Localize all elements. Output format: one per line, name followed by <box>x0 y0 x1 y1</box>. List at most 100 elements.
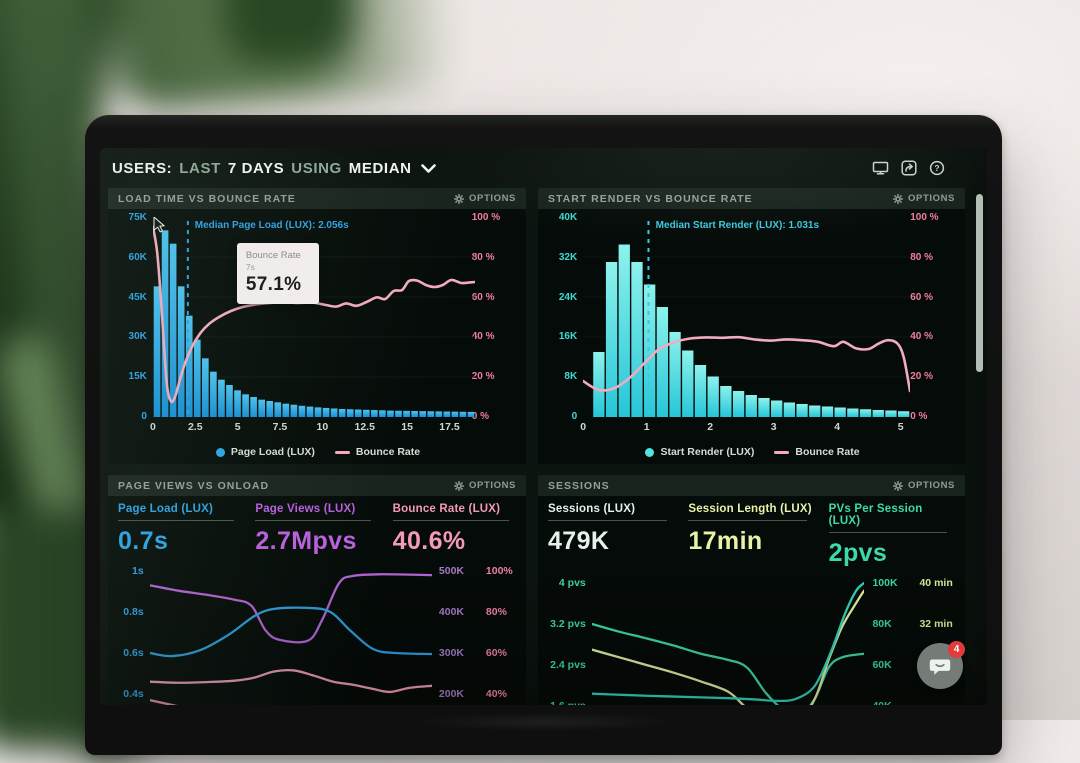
help-icon[interactable]: ? <box>928 160 945 176</box>
tick: 60 % <box>471 291 495 303</box>
chat-widget-button[interactable]: 4 <box>917 641 965 689</box>
metric-label: Page Views (LUX) <box>255 503 356 515</box>
panel-sessions: SESSIONS OPTIONS Sessions (LUX) 479K Ses… <box>538 475 965 705</box>
date-range-selector[interactable]: USERS: LAST 7 DAYS USING MEDIAN <box>112 160 436 177</box>
laptop-screen: USERS: LAST 7 DAYS USING MEDIAN ? <box>100 148 987 705</box>
start-render-chart[interactable]: Median Start Render (LUX): 1.031s 0 1 2 3 4 5 <box>580 217 911 433</box>
xtick: 15 <box>401 421 413 433</box>
tick: 0 <box>141 410 147 422</box>
tick: 80 % <box>471 251 495 263</box>
tick: 40 % <box>910 331 934 343</box>
cursor-icon <box>153 217 165 233</box>
tick: 60 % <box>910 291 934 303</box>
axis-tick: 300K <box>438 647 465 659</box>
panel-title: PAGE VIEWS VS ONLOAD <box>118 479 270 492</box>
chevron-down-icon <box>420 164 436 173</box>
xtick: 1 <box>643 421 650 433</box>
metric-rule <box>828 532 948 533</box>
lg-item: Bounce Rate <box>774 446 860 458</box>
xtick: 12.5 <box>354 421 375 433</box>
metric-rule <box>118 520 234 521</box>
header-range-label: 7 DAYS <box>227 159 285 177</box>
header-median-label: MEDIAN <box>348 159 412 177</box>
right-axis: 100 % 80 % 60 % 40 % 20 % 0 % <box>902 212 959 422</box>
options-button[interactable]: OPTIONS <box>893 480 955 491</box>
xtick: 10 <box>316 421 329 433</box>
tick: 100 % <box>471 212 501 223</box>
metrics-row: Sessions (LUX) 479K Session Length (LUX)… <box>538 496 965 570</box>
lg-label: Start Render (LUX) <box>660 446 755 458</box>
panel-title: LOAD TIME VS BOUNCE RATE <box>118 192 296 205</box>
xtick: 5 <box>234 421 241 433</box>
metric-value: 17min <box>688 527 763 555</box>
gear-icon <box>893 193 904 204</box>
share-icon[interactable] <box>900 160 917 176</box>
tick: 20 % <box>910 371 934 383</box>
right-axis: 500K 100% 400K 80% 300K 60% 200K 40% <box>429 564 520 705</box>
axis-tick: 40K <box>872 700 910 705</box>
options-button[interactable]: OPTIONS <box>893 193 955 204</box>
btick: 0.6s <box>123 647 144 659</box>
btick: 0.4s <box>123 688 144 700</box>
panel-start-render-vs-bounce-rate: START RENDER VS BOUNCE RATE OPTIONS 40K 3… <box>538 188 965 464</box>
lg-label: Bounce Rate <box>355 446 421 458</box>
xtick: 3 <box>770 421 777 433</box>
btick: 2.4 pvs <box>550 659 586 671</box>
page-views-chart[interactable] <box>149 564 432 705</box>
sessions-chart[interactable] <box>591 576 864 705</box>
brow: 40K <box>872 700 919 705</box>
axis-tick: 80% <box>485 606 507 618</box>
brow: 200K 40% <box>439 688 507 700</box>
axis-tick: 100K <box>872 577 898 589</box>
scrollbar[interactable] <box>976 194 983 372</box>
metric-value: 2pvs <box>828 539 888 567</box>
median-label: Median Start Render (LUX): 1.031s <box>655 220 820 231</box>
axis-tick: 80K <box>872 618 892 630</box>
lg-label: Page Load (LUX) <box>230 446 315 458</box>
tick: 100 % <box>910 212 939 223</box>
panel-load-time-vs-bounce-rate: LOAD TIME VS BOUNCE RATE OPTIONS 75K 60K 4… <box>108 188 526 464</box>
btick: 1s <box>131 565 144 577</box>
axis-tick: 200K <box>438 688 465 700</box>
tick: 32K <box>558 251 578 263</box>
xtick: 5 <box>897 421 904 433</box>
metric-label: Sessions (LUX) <box>548 503 636 515</box>
tick: 45K <box>128 291 147 303</box>
gear-icon <box>454 193 465 204</box>
laptop: USERS: LAST 7 DAYS USING MEDIAN ? <box>85 115 1002 755</box>
metric-label: Session Length (LUX) <box>688 503 812 515</box>
tick: 16K <box>558 331 578 343</box>
axis-tick: 40 min <box>919 577 953 589</box>
brow: 100K 40 min <box>872 577 952 589</box>
brow: 500K 100% <box>439 565 513 577</box>
chart-legend: Start Render (LUX) Bounce Rate <box>546 446 959 458</box>
lg-item: Page Load (LUX) <box>215 446 315 458</box>
axis-tick: 100% <box>485 565 513 577</box>
load-time-chart[interactable]: Bounce Rate 7s 57.1% Median Page Load (L… <box>150 217 475 433</box>
display-icon[interactable] <box>872 160 889 176</box>
panel-header: SESSIONS OPTIONS <box>538 475 965 496</box>
options-button[interactable]: OPTIONS <box>454 193 516 204</box>
options-button[interactable]: OPTIONS <box>454 480 516 491</box>
xtick: 4 <box>834 421 841 433</box>
page-views-vs-onload-svg <box>149 573 432 705</box>
metric-session-length: Session Length (LUX) 17min <box>688 503 814 568</box>
panel-header: PAGE VIEWS VS ONLOAD OPTIONS <box>108 475 526 496</box>
notification-badge: 4 <box>948 641 965 658</box>
header-users-label: USERS: <box>112 159 173 177</box>
axis-tick: 40% <box>485 688 507 700</box>
metric-label: Page Load (LUX) <box>118 503 214 515</box>
panel-page-views-vs-onload: PAGE VIEWS VS ONLOAD OPTIONS Page Load (… <box>108 475 526 705</box>
metric-label: Bounce Rate (LUX) <box>392 503 501 515</box>
dashboard-header: USERS: LAST 7 DAYS USING MEDIAN ? <box>100 148 987 186</box>
panel-header: START RENDER VS BOUNCE RATE OPTIONS <box>538 188 965 209</box>
axis-tick: 60K <box>872 659 892 671</box>
right-axis: 100 % 80 % 60 % 40 % 20 % 0 % <box>464 212 520 422</box>
metric-rule <box>688 520 808 521</box>
tick: 30K <box>128 331 147 343</box>
xtick: 0 <box>580 421 587 433</box>
lg-label: Bounce Rate <box>795 446 860 458</box>
metric-page-views: Page Views (LUX) 2.7Mpvs <box>255 503 378 556</box>
metric-pvs-per-session: PVs Per Session (LUX) 2pvs <box>828 503 955 568</box>
tick: 0 <box>571 410 578 422</box>
